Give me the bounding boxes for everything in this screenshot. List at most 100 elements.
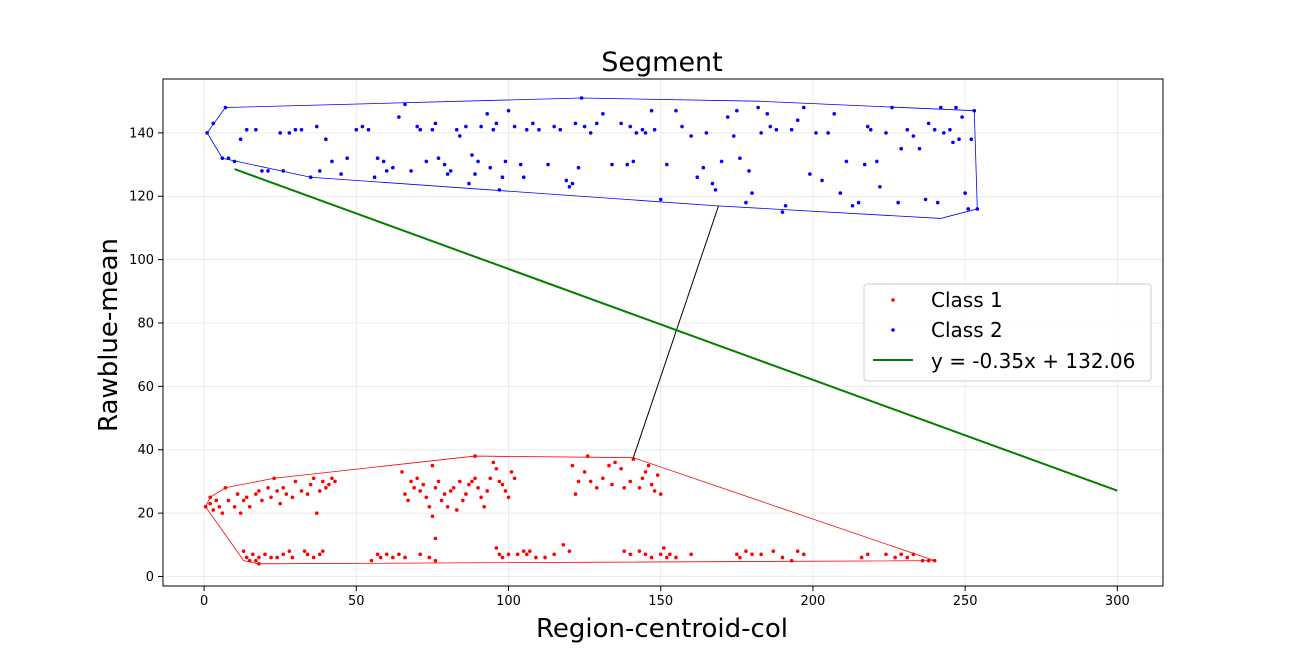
data-point-class-2 <box>795 118 800 122</box>
data-point-class-2 <box>232 159 237 164</box>
data-point-class-1 <box>436 479 441 484</box>
y-tick-label: 20 <box>137 507 154 522</box>
data-point-class-2 <box>923 197 928 202</box>
data-point-class-1 <box>275 489 279 493</box>
data-point-class-1 <box>430 463 435 468</box>
data-point-class-1 <box>418 489 423 493</box>
data-point-class-1 <box>865 552 870 557</box>
data-point-class-2 <box>844 159 849 164</box>
data-point-class-1 <box>433 536 438 541</box>
data-point-class-1 <box>290 555 295 560</box>
data-point-class-1 <box>327 482 331 487</box>
data-point-class-1 <box>238 511 243 515</box>
data-point-class-1 <box>884 552 888 557</box>
data-point-class-1 <box>494 466 499 471</box>
data-point-class-2 <box>503 159 508 164</box>
data-point-class-2 <box>391 165 395 170</box>
data-point-class-1 <box>674 555 678 560</box>
y-tick-label: 80 <box>137 316 154 331</box>
legend-marker-class-1 <box>891 298 895 302</box>
data-point-class-2 <box>801 105 806 110</box>
data-point-class-2 <box>649 108 654 113</box>
data-point-class-2 <box>756 105 760 110</box>
data-point-class-1 <box>738 555 742 560</box>
data-point-class-2 <box>497 188 502 192</box>
data-point-class-2 <box>476 159 480 164</box>
data-point-class-2 <box>266 169 270 173</box>
data-point-class-1 <box>665 555 669 560</box>
data-point-class-1 <box>266 485 270 490</box>
data-point-class-1 <box>208 495 212 500</box>
data-point-class-2 <box>458 134 462 138</box>
data-point-class-2 <box>470 153 474 157</box>
data-point-class-1 <box>643 470 648 474</box>
x-tick-label: 300 <box>1105 594 1130 609</box>
data-point-class-1 <box>445 504 450 509</box>
data-point-class-2 <box>403 102 407 107</box>
legend-box <box>863 283 1152 382</box>
data-point-class-2 <box>905 127 910 132</box>
data-point-class-1 <box>470 479 474 484</box>
data-point-class-2 <box>963 191 967 195</box>
data-point-class-1 <box>658 552 663 557</box>
data-point-class-2 <box>969 137 974 142</box>
data-point-class-2 <box>783 203 788 208</box>
data-point-class-1 <box>284 492 289 496</box>
plot-area <box>162 78 1164 587</box>
data-point-class-1 <box>451 485 456 490</box>
x-tick-label: 0 <box>200 594 208 609</box>
data-point-class-1 <box>613 460 617 465</box>
data-point-class-1 <box>661 546 666 550</box>
y-tick-label: 60 <box>137 380 154 395</box>
data-point-class-1 <box>570 463 575 468</box>
data-point-class-1 <box>552 552 556 557</box>
x-tick-label: 200 <box>801 594 826 609</box>
data-point-class-2 <box>594 121 599 126</box>
data-point-class-1 <box>241 498 246 503</box>
data-point-class-2 <box>926 121 931 126</box>
data-point-class-2 <box>521 175 526 180</box>
data-point-class-1 <box>524 552 529 557</box>
data-point-class-2 <box>576 165 581 170</box>
data-point-class-1 <box>506 552 511 557</box>
data-point-class-1 <box>637 485 642 490</box>
data-point-class-1 <box>920 558 925 563</box>
data-point-class-2 <box>588 131 593 135</box>
data-point-class-1 <box>391 555 395 560</box>
data-point-class-2 <box>573 121 578 126</box>
data-point-class-1 <box>278 501 282 506</box>
data-point-class-1 <box>649 555 654 560</box>
data-point-class-2 <box>360 124 365 129</box>
chart-title: Segment <box>601 47 723 78</box>
data-point-class-1 <box>859 555 864 560</box>
data-point-class-1 <box>585 454 590 458</box>
data-point-class-2 <box>899 146 904 151</box>
data-point-class-1 <box>235 492 240 496</box>
data-point-class-1 <box>220 511 225 515</box>
data-point-class-1 <box>333 479 337 484</box>
data-point-class-2 <box>628 124 633 129</box>
data-point-class-2 <box>226 156 231 161</box>
data-point-class-1 <box>893 555 897 560</box>
data-point-class-2 <box>205 131 209 135</box>
data-point-class-2 <box>375 156 380 161</box>
data-point-class-2 <box>485 112 490 116</box>
data-point-class-2 <box>314 124 319 129</box>
data-point-class-2 <box>765 112 770 116</box>
data-point-class-2 <box>911 134 916 138</box>
data-point-class-1 <box>905 555 910 560</box>
data-point-class-1 <box>561 543 566 547</box>
data-point-class-1 <box>263 552 267 557</box>
data-point-class-1 <box>689 552 693 557</box>
data-point-class-1 <box>479 495 483 500</box>
data-point-class-2 <box>494 121 499 126</box>
data-point-class-1 <box>646 463 651 468</box>
data-point-class-2 <box>890 105 894 110</box>
data-point-class-1 <box>305 552 310 557</box>
data-point-class-1 <box>293 479 298 484</box>
data-point-class-1 <box>488 476 493 481</box>
data-point-class-1 <box>244 495 249 500</box>
data-point-class-1 <box>369 558 374 563</box>
data-point-class-1 <box>421 482 426 487</box>
y-tick-label: 40 <box>137 443 154 458</box>
